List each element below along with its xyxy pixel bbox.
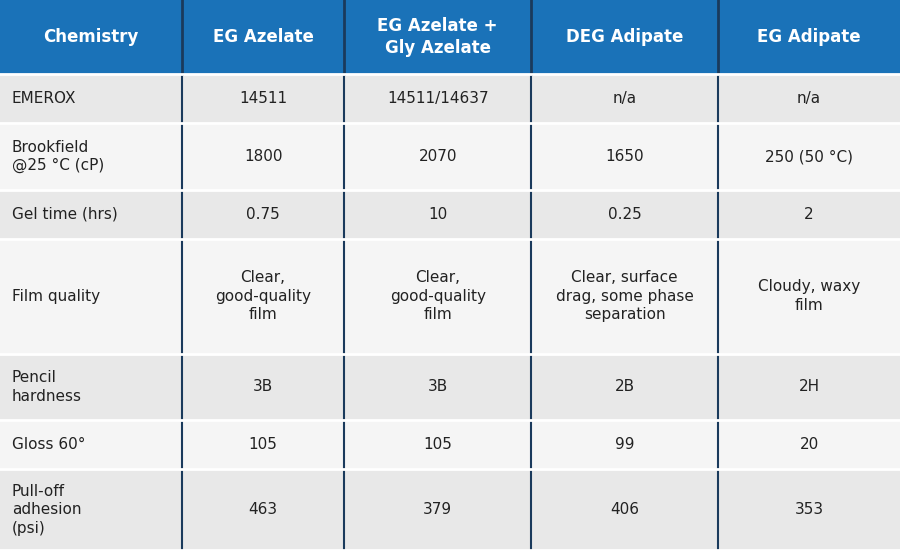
Bar — [345, 0, 531, 74]
Bar — [0, 239, 182, 354]
Bar — [531, 420, 718, 469]
Bar — [531, 123, 718, 190]
Text: EG Azelate +
Gly Azelate: EG Azelate + Gly Azelate — [377, 17, 498, 57]
Bar — [718, 123, 900, 190]
Text: EG Adipate: EG Adipate — [757, 28, 860, 46]
Bar — [182, 0, 345, 74]
Text: 99: 99 — [615, 437, 634, 452]
Bar — [345, 469, 531, 550]
Text: Clear, surface
drag, some phase
separation: Clear, surface drag, some phase separati… — [555, 270, 694, 322]
Text: EG Azelate: EG Azelate — [212, 28, 313, 46]
Bar — [0, 74, 182, 123]
Text: 2: 2 — [805, 207, 814, 222]
Bar — [0, 469, 182, 550]
Bar — [718, 354, 900, 420]
Text: 14511/14637: 14511/14637 — [387, 91, 489, 106]
Text: Film quality: Film quality — [12, 289, 100, 304]
Text: 0.75: 0.75 — [247, 207, 280, 222]
Bar — [182, 123, 345, 190]
Bar — [718, 469, 900, 550]
Text: 2070: 2070 — [418, 149, 457, 164]
Text: DEG Adipate: DEG Adipate — [566, 28, 683, 46]
Bar — [718, 190, 900, 239]
Text: n/a: n/a — [613, 91, 636, 106]
Bar — [531, 239, 718, 354]
Bar — [182, 420, 345, 469]
Bar — [0, 354, 182, 420]
Bar — [345, 123, 531, 190]
Text: 406: 406 — [610, 502, 639, 517]
Text: 2H: 2H — [798, 379, 820, 394]
Bar — [182, 354, 345, 420]
Bar — [0, 190, 182, 239]
Text: 3B: 3B — [428, 379, 448, 394]
Text: Gel time (hrs): Gel time (hrs) — [12, 207, 117, 222]
Text: 353: 353 — [795, 502, 824, 517]
Bar — [531, 74, 718, 123]
Bar — [718, 420, 900, 469]
Bar — [0, 0, 182, 74]
Bar — [182, 469, 345, 550]
Text: Clear,
good-quality
film: Clear, good-quality film — [390, 270, 486, 322]
Bar — [182, 190, 345, 239]
Text: 0.25: 0.25 — [608, 207, 642, 222]
Bar — [182, 74, 345, 123]
Text: EMEROX: EMEROX — [12, 91, 77, 106]
Text: Brookfield
@25 °C (cP): Brookfield @25 °C (cP) — [12, 140, 104, 173]
Bar — [0, 420, 182, 469]
Text: 3B: 3B — [253, 379, 274, 394]
Bar — [345, 74, 531, 123]
Text: 2B: 2B — [615, 379, 634, 394]
Bar — [718, 0, 900, 74]
Text: n/a: n/a — [797, 91, 821, 106]
Bar — [718, 74, 900, 123]
Text: 14511: 14511 — [239, 91, 287, 106]
Text: 20: 20 — [799, 437, 819, 452]
Text: 379: 379 — [423, 502, 453, 517]
Text: Clear,
good-quality
film: Clear, good-quality film — [215, 270, 311, 322]
Bar — [345, 354, 531, 420]
Bar — [345, 420, 531, 469]
Text: 250 (50 °C): 250 (50 °C) — [765, 149, 853, 164]
Bar — [531, 190, 718, 239]
Bar — [531, 469, 718, 550]
Bar — [345, 239, 531, 354]
Bar — [182, 239, 345, 354]
Text: 1800: 1800 — [244, 149, 283, 164]
Text: 463: 463 — [248, 502, 278, 517]
Text: 105: 105 — [423, 437, 452, 452]
Text: Pull-off
adhesion
(psi): Pull-off adhesion (psi) — [12, 483, 81, 536]
Text: 105: 105 — [248, 437, 277, 452]
Bar — [345, 190, 531, 239]
Bar — [531, 354, 718, 420]
Text: Pencil
hardness: Pencil hardness — [12, 370, 82, 404]
Text: 10: 10 — [428, 207, 447, 222]
Text: Cloudy, waxy
film: Cloudy, waxy film — [758, 279, 860, 313]
Bar — [718, 239, 900, 354]
Text: 1650: 1650 — [606, 149, 644, 164]
Text: Chemistry: Chemistry — [43, 28, 139, 46]
Text: Gloss 60°: Gloss 60° — [12, 437, 86, 452]
Bar — [0, 123, 182, 190]
Bar — [531, 0, 718, 74]
